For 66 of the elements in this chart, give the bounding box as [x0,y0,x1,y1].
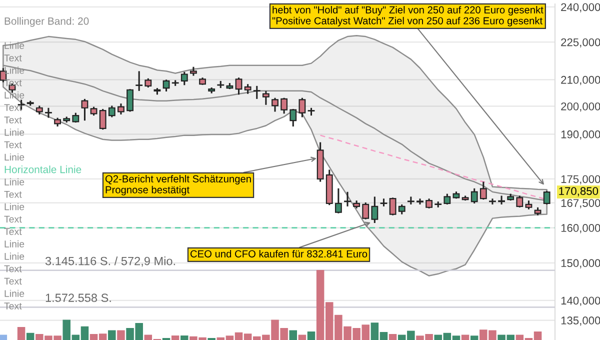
annotation: Text [4,265,22,272]
candlestick [362,202,370,220]
annotation: Q2-Bericht verfehlt Schätzungen Prognose bestätigt [105,175,251,196]
annotation: Linie [4,290,24,298]
ref-line-label: 3.145.116 S. / 572,9 Mio. [45,256,175,267]
candlestick [344,191,351,208]
annotation: Text [4,302,22,310]
annotation: Linie [4,128,24,136]
y-tick-label: 190,000 [561,130,600,140]
candlestick [144,78,152,88]
candlestick [444,193,451,206]
y-tick-label: 210,000 [561,76,600,86]
annotation: Linie [4,240,24,248]
candlestick [389,196,396,216]
candlestick [126,88,134,112]
annotation: 170,850 [559,187,598,196]
y-tick-label: 135,000 [561,316,600,326]
candlestick [45,107,52,119]
annotation: Text [4,141,22,148]
annotation: hebt von "Hold" auf "Buy" Ziel von 250 auf 220 Euro gesenkt "Positive Catalyst Watch" Ziel von 250 auf 236 Euro gesenkt [272,6,544,26]
candlestick [298,97,306,118]
candlestick [118,102,124,116]
candlestick [426,198,433,210]
annotation: Linie [4,153,24,161]
annotation: Text [4,79,22,86]
y-tick-label: 225,000 [561,38,600,48]
candlestick [136,70,143,92]
annotation: Text [4,228,22,236]
candlestick [244,83,252,95]
y-tick-label: 240,000 [561,3,600,12]
candlestick [480,181,487,200]
y-tick-label: 150,000 [561,259,600,268]
y-tick-label: 175,000 [561,175,600,184]
candlestick [99,108,106,130]
annotation: Text [4,278,22,285]
annotation: Text [4,54,22,62]
y-tick-label: 200,000 [561,102,600,112]
candlestick [334,188,342,214]
annotation: Text [4,216,22,223]
y-tick-label: 167,500 [561,199,600,208]
ref-line-label: Horizontale Linie [4,166,82,174]
candlestick [235,76,242,96]
candlestick [280,97,288,114]
annotation: Text [4,116,22,124]
y-tick-label: 160,000 [561,224,600,234]
candlestick [253,85,260,100]
annotation: Linie [4,252,24,260]
candlestick [470,188,478,204]
y-tick-label: 140,000 [561,296,600,306]
annotation: Text [4,191,22,198]
text: Bollinger Band: 20 [4,17,89,27]
candlestick [262,90,270,106]
candlestick [371,196,378,224]
candlestick [108,104,116,118]
candlestick [81,98,88,122]
candlestick [272,97,278,112]
candlestick [516,194,524,208]
candlestick [543,190,550,206]
annotation: CEO und CFO kaufen für 832.841 Euro [190,250,368,258]
annotation: Linie [4,203,24,210]
candlestick [180,71,188,86]
ref-line-label: 1.572.558 S. [46,294,111,302]
candlestick [162,78,170,92]
candlestick [290,108,297,128]
candlestick [398,204,406,216]
annotation: Linie [4,178,24,186]
